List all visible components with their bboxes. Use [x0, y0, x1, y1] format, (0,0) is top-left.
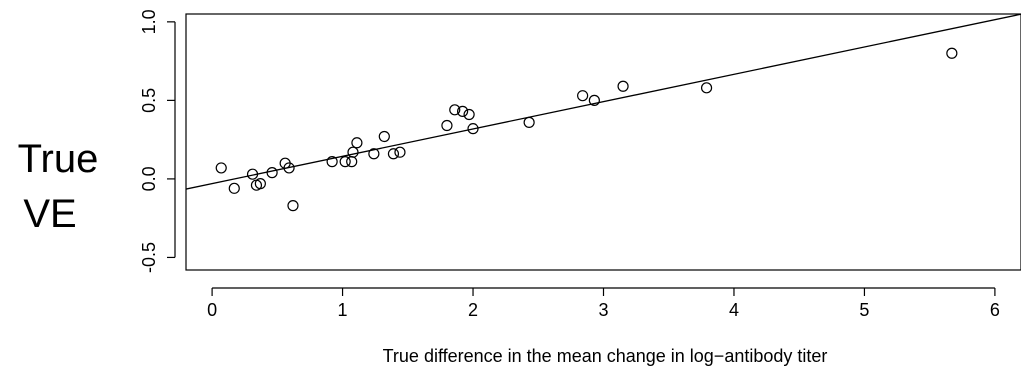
data-point	[441, 119, 453, 132]
x-tick-label: 2	[468, 300, 478, 320]
data-point	[246, 168, 259, 180]
data-point	[946, 47, 958, 59]
data-point	[378, 130, 390, 143]
x-tick-label: 3	[598, 300, 608, 320]
data-point	[577, 90, 589, 102]
data-point	[228, 182, 240, 194]
data-point	[346, 156, 358, 168]
data-point	[467, 123, 479, 135]
data-point	[266, 167, 278, 179]
data-point	[449, 104, 461, 116]
x-tick-label: 1	[338, 300, 348, 320]
y-tick-label: 0.0	[139, 166, 159, 191]
fit-line	[186, 14, 1021, 190]
data-point	[254, 178, 266, 190]
x-tick-label: 5	[859, 300, 869, 320]
data-point	[588, 94, 600, 106]
data-point	[394, 146, 406, 158]
data-point	[368, 148, 380, 160]
y-axis-label-line-2: VE	[23, 192, 76, 236]
x-tick-label: 6	[990, 300, 1000, 320]
data-point	[523, 116, 535, 128]
data-point	[326, 156, 338, 168]
x-axis-label: True difference in the mean change in lo…	[383, 346, 828, 366]
data-point	[283, 162, 295, 174]
data-point	[351, 137, 363, 149]
y-tick-label: 0.5	[139, 88, 159, 113]
y-axis-label-line-1: True	[18, 137, 99, 181]
y-tick-label: 1.0	[139, 9, 159, 34]
data-point	[347, 146, 359, 158]
data-point	[617, 80, 629, 92]
x-tick-label: 0	[207, 300, 217, 320]
data-point	[463, 108, 475, 121]
data-point	[215, 162, 227, 174]
x-tick-label: 4	[729, 300, 739, 320]
data-point	[387, 148, 400, 160]
y-tick-label: -0.5	[139, 242, 159, 273]
data-point	[339, 156, 351, 168]
plot-frame	[185, 13, 1021, 271]
data-point	[456, 105, 469, 117]
data-point	[700, 82, 713, 94]
data-point	[287, 200, 299, 212]
